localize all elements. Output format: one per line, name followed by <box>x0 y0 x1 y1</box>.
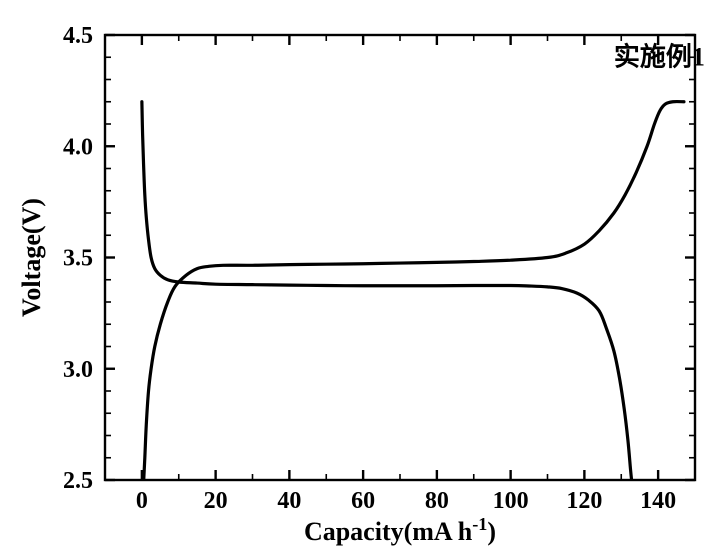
chart-container: 0 20 40 60 80 100 120 140 2.5 3.0 3.5 4.0 4.5 Capacit… <box>0 0 727 554</box>
y-tick-label: 2.5 <box>63 468 93 494</box>
x-axis-label: Capacity(mA h-1) <box>304 514 496 546</box>
x-tick-label: 40 <box>277 488 301 514</box>
x-tick-label: 120 <box>566 488 602 514</box>
y-tick-label: 3.0 <box>63 357 93 383</box>
x-tick-label: 20 <box>204 488 228 514</box>
voltage-capacity-chart: 0 20 40 60 80 100 120 140 2.5 3.0 3.5 4.0 4.5 Capacit… <box>0 0 727 554</box>
x-tick-label: 100 <box>493 488 529 514</box>
x-tick-label: 60 <box>351 488 375 514</box>
y-axis-label: Voltage(V) <box>17 198 46 317</box>
y-tick-label: 4.5 <box>63 23 93 49</box>
x-tick-label: 80 <box>425 488 449 514</box>
y-tick-label: 3.5 <box>63 246 93 272</box>
annotation-label: 实施例1 <box>614 41 705 71</box>
y-tick-label: 4.0 <box>63 134 93 160</box>
x-tick-label: 0 <box>136 488 148 514</box>
x-tick-label: 140 <box>640 488 676 514</box>
